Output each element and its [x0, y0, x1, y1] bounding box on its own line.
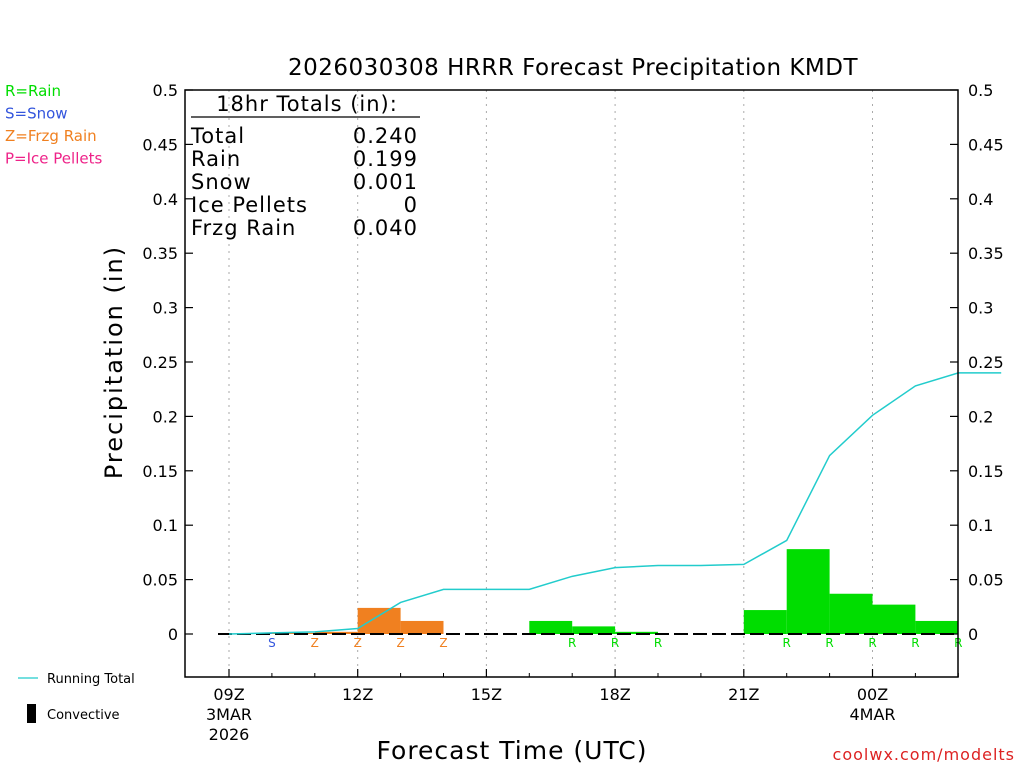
- y-tick-label-left: 0.35: [142, 244, 178, 263]
- convective-legend-swatch: [27, 704, 36, 723]
- totals-row-label: Ice Pellets: [191, 193, 308, 217]
- y-tick-label-left: 0.4: [153, 190, 178, 209]
- y-tick-label-left: 0.05: [142, 571, 178, 590]
- precip-type-legend-item: P=Ice Pellets: [5, 150, 102, 168]
- y-tick-label-right: 0.4: [968, 190, 993, 209]
- y-tick-label-right: 0.1: [968, 516, 993, 535]
- precip-type-label: R: [654, 636, 662, 650]
- y-tick-label-left: 0.25: [142, 353, 178, 372]
- precip-bar: [529, 620, 573, 634]
- convective-legend-label: Convective: [47, 708, 120, 723]
- y-tick-label-left: 0.5: [153, 81, 178, 100]
- precip-type-label: R: [783, 636, 791, 650]
- grid-lines: [228, 90, 873, 677]
- running-total-polyline: [228, 372, 1002, 635]
- precip-type-label: R: [611, 636, 619, 650]
- precip-bar: [314, 631, 358, 634]
- x-tick-label: 00Z: [857, 685, 888, 704]
- precip-type-label: R: [825, 636, 833, 650]
- precip-bar: [615, 631, 658, 634]
- x-tick-label: 21Z: [728, 685, 759, 704]
- y-tick-label-left: 0.15: [142, 462, 178, 481]
- precip-type-label: R: [568, 636, 576, 650]
- precip-bar: [400, 620, 444, 634]
- watermark: coolwx.com/modelts: [833, 745, 1015, 764]
- totals-row-label: Total: [190, 124, 245, 148]
- running-total-line: [228, 372, 1002, 635]
- running-total-legend-label: Running Total: [47, 672, 135, 687]
- y-tick-label-right: 0.35: [968, 244, 1004, 263]
- x-tick-label: 18Z: [599, 685, 630, 704]
- y-tick-label-right: 0: [968, 625, 978, 644]
- x-tick-year: 2026: [209, 725, 250, 744]
- x-tick-label: 09Z: [213, 685, 244, 704]
- precip-type-label: R: [868, 636, 876, 650]
- x-tick-date: 4MAR: [849, 705, 895, 724]
- precip-type-label: Z: [354, 636, 362, 650]
- y-tick-label-right: 0.15: [968, 462, 1004, 481]
- totals-row-value: 0.040: [353, 216, 418, 240]
- precip-type-legend-item: Z=Frzg Rain: [5, 127, 97, 145]
- precip-type-label: Z: [311, 636, 319, 650]
- precip-type-label: S: [268, 636, 276, 650]
- y-tick-label-right: 0.5: [968, 81, 993, 100]
- totals-row-value: 0: [404, 193, 418, 217]
- x-tick-date: 3MAR: [206, 705, 252, 724]
- x-tick-label: 12Z: [342, 685, 373, 704]
- precip-type-label: R: [911, 636, 919, 650]
- y-tick-label-right: 0.3: [968, 299, 993, 318]
- precip-type-label: Z: [396, 636, 404, 650]
- precip-bar: [572, 626, 616, 634]
- x-tick-label: 15Z: [471, 685, 502, 704]
- precip-type-legend: R=Rain S=Snow Z=Frzg Rain P=Ice Pellets: [5, 82, 102, 168]
- precip-bar: [743, 610, 787, 634]
- y-tick-label-right: 0.2: [968, 407, 993, 426]
- y-axis-ticks: 0 0 0.05 0.05 0.1 0.1 0.15 0.15 0.2 0.2 0.25 0.25 0.…: [142, 81, 1003, 644]
- totals-header: 18hr Totals (in):: [216, 92, 398, 116]
- totals-row-value: 0.001: [353, 170, 418, 194]
- x-axis-label: Forecast Time (UTC): [377, 736, 648, 765]
- totals-row-label: Rain: [191, 147, 241, 171]
- totals-box: 18hr Totals (in): Total 0.240 Rain 0.199 Sno…: [190, 92, 420, 240]
- totals-row-value: 0.240: [353, 124, 418, 148]
- y-tick-label-right: 0.05: [968, 571, 1004, 590]
- y-tick-label-left: 0.2: [153, 407, 178, 426]
- totals-row-label: Frzg Rain: [191, 216, 296, 240]
- precip-bar: [357, 607, 401, 634]
- precip-bar: [829, 593, 873, 634]
- y-tick-label-left: 0.1: [153, 516, 178, 535]
- precip-type-legend-item: R=Rain: [5, 82, 61, 100]
- y-tick-label-left: 0.45: [142, 135, 178, 154]
- precip-type-label: Z: [439, 636, 447, 650]
- y-tick-label-left: 0: [168, 625, 178, 644]
- plot-frame: [184, 89, 959, 678]
- totals-row-label: Snow: [191, 170, 252, 194]
- y-tick-label-right: 0.45: [968, 135, 1004, 154]
- precip-bar: [872, 604, 916, 634]
- chart-title: 2026030308 HRRR Forecast Precipitation K…: [288, 55, 859, 81]
- y-tick-label-left: 0.3: [153, 299, 178, 318]
- y-tick-label-right: 0.25: [968, 353, 1004, 372]
- precip-bar: [915, 620, 959, 634]
- precip-bar: [786, 549, 830, 634]
- precip-bars: [229, 549, 959, 634]
- precip-bar: [271, 632, 315, 634]
- precip-type-legend-item: S=Snow: [5, 105, 68, 123]
- y-axis-label: Precipitation (in): [100, 245, 128, 479]
- totals-row-value: 0.199: [353, 147, 418, 171]
